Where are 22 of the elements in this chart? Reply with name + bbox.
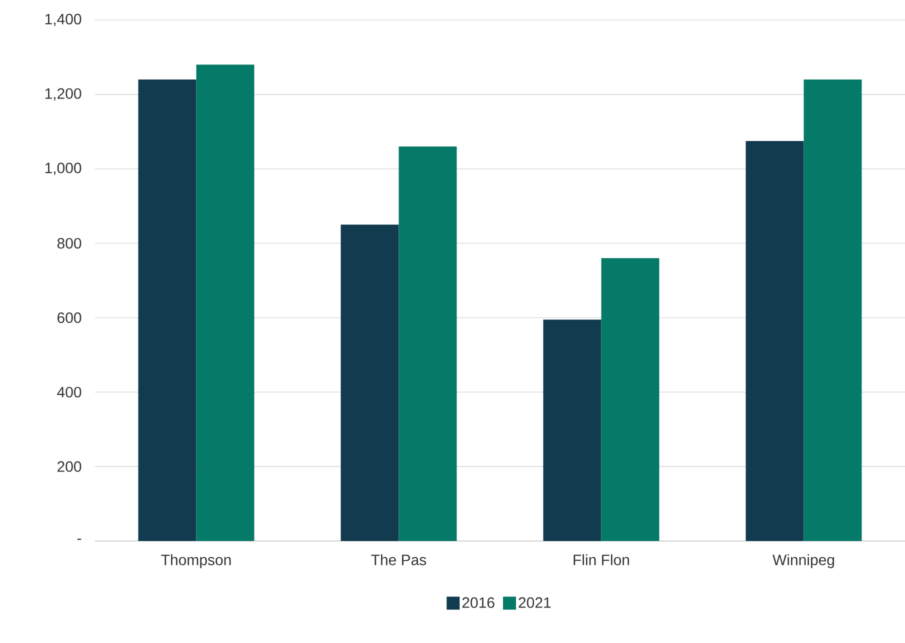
x-tick-label: Thompson bbox=[161, 554, 231, 568]
bar bbox=[398, 146, 457, 541]
y-tick-label: 1,200 bbox=[45, 88, 82, 101]
x-tick-label: Winnipeg bbox=[772, 554, 834, 568]
bar bbox=[543, 320, 602, 541]
legend-label: 2016 bbox=[462, 597, 494, 608]
bar bbox=[746, 140, 804, 541]
bar bbox=[138, 80, 196, 541]
y-tick-label: 800 bbox=[57, 238, 82, 249]
bar bbox=[601, 258, 660, 541]
legend-label: 2021 bbox=[518, 597, 551, 608]
y-tick-label: 1,000 bbox=[45, 162, 82, 176]
x-tick-label: The Pas bbox=[371, 554, 426, 566]
y-tick-label: 200 bbox=[58, 461, 82, 472]
y-tick-label: 600 bbox=[58, 312, 82, 324]
bar bbox=[340, 224, 399, 541]
bar bbox=[804, 80, 862, 541]
bar bbox=[196, 64, 254, 541]
y-tick-label: - bbox=[77, 538, 82, 540]
y-tick-label: 1,400 bbox=[45, 14, 82, 26]
x-tick-label: Flin Flon bbox=[574, 554, 630, 566]
y-tick-label: 400 bbox=[57, 386, 82, 398]
